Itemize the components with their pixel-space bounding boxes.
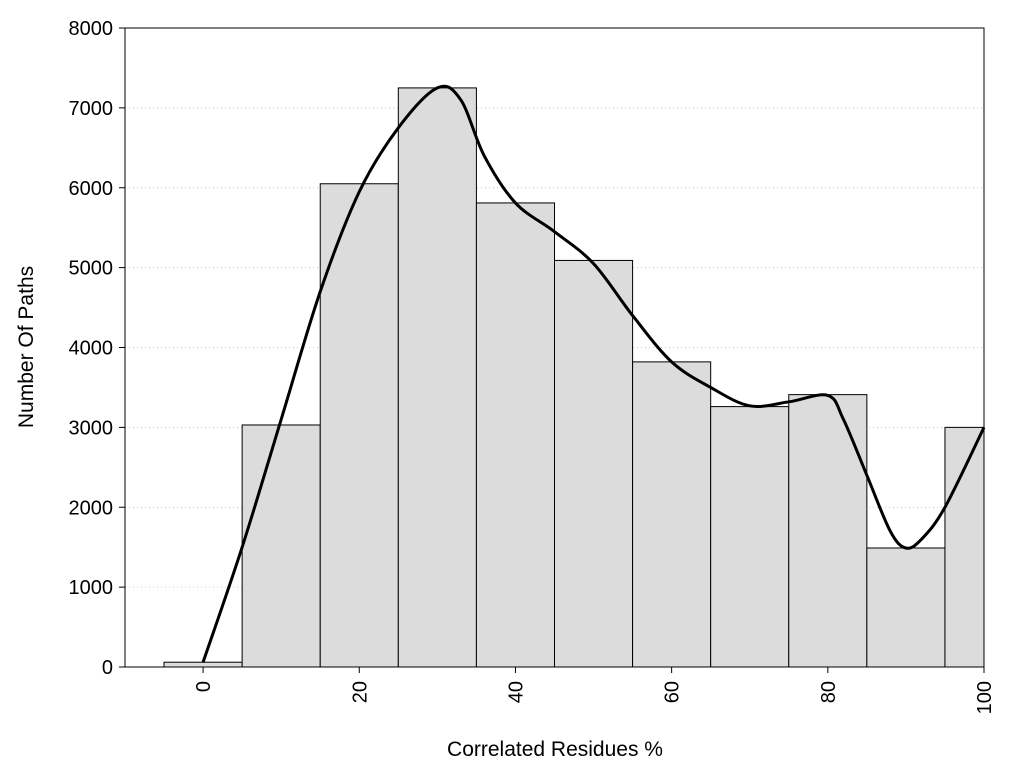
histogram-bar xyxy=(475,202,555,668)
histogram-bar xyxy=(944,426,985,668)
y-tick-label: 8000 xyxy=(69,18,114,40)
y-tick-label: 6000 xyxy=(69,178,114,200)
histogram-bar xyxy=(710,406,790,668)
y-tick-label: 1000 xyxy=(69,577,114,599)
x-tick-label: 40 xyxy=(505,681,527,703)
x-axis-ticks: 0 20 40 60 80 100 xyxy=(193,667,996,714)
x-tick-label: 80 xyxy=(818,681,840,703)
y-axis-title: Number Of Paths xyxy=(15,266,38,428)
smooth-curve xyxy=(201,84,986,663)
x-tick-label: 100 xyxy=(974,681,996,714)
histogram-bar xyxy=(163,661,243,668)
histogram-bar xyxy=(632,361,712,668)
y-tick-label: 0 xyxy=(102,657,113,679)
y-tick-label: 7000 xyxy=(69,98,114,120)
x-tick-label: 0 xyxy=(193,681,215,692)
y-tick-label: 4000 xyxy=(69,338,114,360)
x-axis-title: Correlated Residues % xyxy=(447,738,663,761)
y-tick-label: 3000 xyxy=(69,417,114,439)
y-tick-label: 5000 xyxy=(69,258,114,280)
histogram-bar xyxy=(397,87,477,668)
x-tick-label: 20 xyxy=(349,681,371,703)
histogram-bars xyxy=(163,87,985,668)
y-tick-label: 2000 xyxy=(69,497,114,519)
histogram-bar xyxy=(319,183,399,668)
histogram-bar xyxy=(241,424,321,668)
histogram-bar xyxy=(554,259,634,668)
histogram-bar xyxy=(788,394,868,668)
y-axis-ticks: 0 1000 2000 3000 4000 5000 6000 7000 8000 xyxy=(69,18,125,679)
histogram-bar xyxy=(866,547,946,668)
density-curve xyxy=(201,84,986,663)
x-tick-label: 60 xyxy=(662,681,684,703)
